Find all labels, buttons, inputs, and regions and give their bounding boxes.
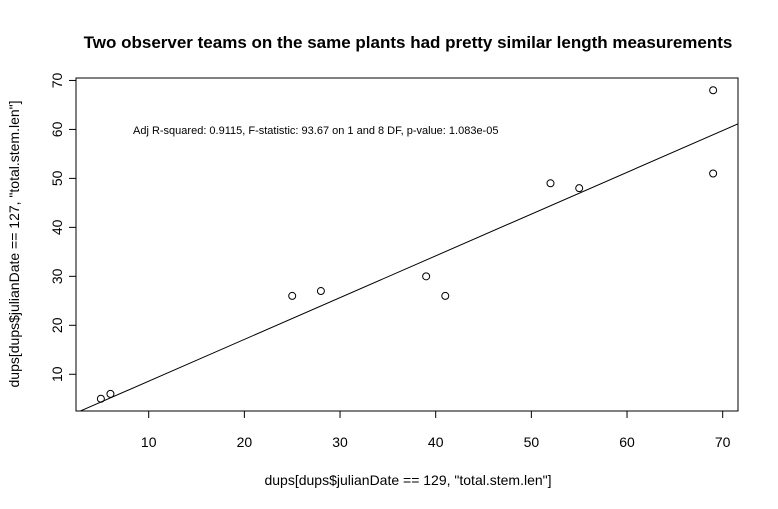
x-tick-label: 20 [237,434,253,450]
y-axis: 10 20 30 40 50 60 70 [49,72,77,382]
x-tick-label: 60 [619,434,635,450]
data-point [316,287,325,296]
data-point [546,179,555,188]
y-tick-label: 70 [49,72,65,88]
data-point [106,389,115,398]
data-point [709,169,718,178]
data-point [96,394,105,403]
y-tick-label: 60 [49,121,65,137]
plot-area [79,86,738,411]
data-point [575,184,584,193]
x-tick-label: 70 [715,434,731,450]
x-tick-label: 50 [524,434,540,450]
y-axis-label: dups[dups$julianDate == 127, "total.stem… [6,100,22,387]
data-point [288,291,297,300]
data-points [96,86,718,403]
x-tick-label: 30 [332,434,348,450]
y-tick-label: 50 [49,170,65,186]
data-point [709,86,718,95]
model-stats-annotation: Adj R-squared: 0.9115, F-statistic: 93.6… [133,125,498,137]
y-tick-label: 40 [49,219,65,235]
x-axis-label: dups[dups$julianDate == 129, "total.stem… [264,472,551,488]
chart-title: Two observer teams on the same plants ha… [84,33,733,52]
y-tick-label: 10 [49,366,65,382]
regression-line [79,123,738,411]
x-axis: 10 20 30 40 50 60 70 [141,410,731,450]
x-tick-label: 10 [141,434,157,450]
y-tick-label: 20 [49,317,65,333]
x-tick-label: 40 [428,434,444,450]
data-point [422,272,431,281]
y-tick-label: 30 [49,268,65,284]
data-point [441,291,450,300]
